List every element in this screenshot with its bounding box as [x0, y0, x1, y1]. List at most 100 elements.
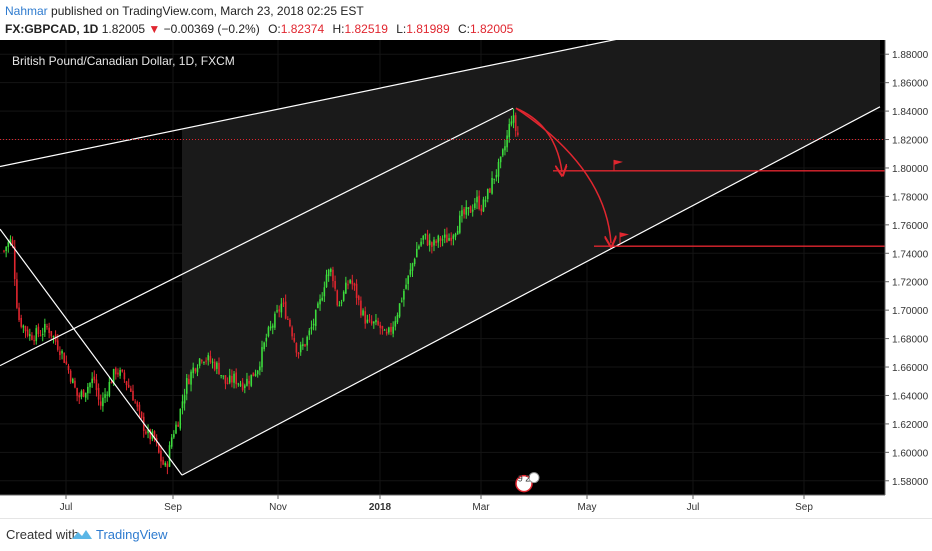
- candle-body: [26, 329, 29, 336]
- projection-arrow: [515, 107, 611, 243]
- candle-body: [22, 325, 25, 328]
- candle-body: [418, 246, 420, 249]
- published-info: Nahmar published on TradingView.com, Mar…: [5, 4, 364, 20]
- candle-body: [267, 327, 270, 337]
- candle-body: [218, 362, 220, 375]
- candle-body: [403, 290, 405, 300]
- flag-icon: [620, 232, 629, 238]
- candle-body: [78, 394, 81, 398]
- candle-body: [383, 329, 386, 331]
- candle-body: [491, 177, 493, 194]
- candle-body: [409, 269, 412, 275]
- candle-body: [502, 149, 504, 156]
- time-axis[interactable]: Jul Sep Nov 2018 Mar May Jul Sep: [60, 495, 814, 513]
- candle-body: [461, 210, 463, 217]
- candle-body: [3, 250, 5, 252]
- candle-body: [304, 344, 306, 347]
- tradingview-brand[interactable]: TradingView: [96, 527, 168, 542]
- candle-body: [201, 360, 203, 362]
- candle-body: [489, 188, 491, 193]
- candle-body: [390, 326, 392, 332]
- candle-body: [136, 402, 139, 407]
- chart-title: British Pound/Canadian Dollar, 1D, FXCM: [12, 54, 235, 68]
- candle-body: [317, 303, 319, 308]
- candle-body: [117, 372, 119, 375]
- candle-body: [480, 208, 483, 212]
- y-tick-label: 1.76000: [892, 221, 929, 232]
- candle-body: [170, 437, 173, 447]
- candle-body: [446, 234, 448, 243]
- x-tick-label: Mar: [472, 502, 490, 513]
- footer: Created with TradingView: [0, 518, 932, 551]
- close-value: 1.82005: [469, 22, 514, 36]
- candle-body: [183, 394, 186, 404]
- x-tick-label: Sep: [795, 502, 813, 513]
- candle-body: [428, 240, 431, 246]
- candle-body: [97, 387, 100, 400]
- y-tick-label: 1.70000: [892, 306, 929, 317]
- y-tick-label: 1.86000: [892, 79, 929, 90]
- candle-body: [147, 429, 149, 434]
- candle-body: [437, 235, 440, 243]
- price-axis[interactable]: 1.88000 1.86000 1.84000 1.82000 1.80000 1.780…: [885, 50, 929, 488]
- candle-body: [231, 375, 233, 383]
- candle-body: [508, 124, 511, 138]
- candle-body: [278, 309, 280, 312]
- author-link[interactable]: Nahmar: [5, 4, 48, 18]
- candle-body: [41, 333, 44, 335]
- candle-body: [377, 320, 379, 325]
- price-change: −0.00369 (−0.2%): [163, 22, 260, 36]
- x-tick-label: Nov: [269, 502, 287, 513]
- candle-body: [121, 369, 124, 372]
- candle-body: [411, 263, 414, 271]
- candle-body: [274, 313, 276, 328]
- candle-body: [366, 319, 369, 323]
- candle-body: [108, 382, 111, 397]
- candle-body: [379, 325, 382, 328]
- candle-body: [239, 384, 242, 386]
- y-tick-label: 1.60000: [892, 448, 929, 459]
- down-arrow-icon: ▼: [148, 22, 161, 36]
- candle-body: [349, 280, 351, 283]
- candle-body: [276, 310, 278, 312]
- candle-body: [465, 207, 468, 215]
- candle-body: [353, 283, 356, 286]
- tradingview-logo-icon: [72, 530, 92, 539]
- candle-body: [198, 358, 201, 366]
- candle-body: [499, 156, 502, 163]
- candle-body: [235, 372, 237, 385]
- candle-body: [69, 370, 72, 382]
- candle-body: [443, 234, 446, 238]
- candle-body: [332, 269, 334, 282]
- candle-body: [84, 392, 87, 398]
- candle-body: [35, 328, 38, 342]
- close-label: C:: [457, 22, 470, 36]
- candle-body: [291, 327, 293, 337]
- channel-lower: [181, 106, 881, 476]
- candle-body: [140, 411, 143, 418]
- candle-body: [439, 237, 442, 242]
- y-tick-label: 1.80000: [892, 164, 929, 175]
- candle-body: [237, 383, 240, 385]
- time-axis-bg: [0, 495, 885, 518]
- candle-body: [91, 378, 93, 384]
- candle-body: [5, 246, 7, 252]
- candle-body: [360, 300, 362, 316]
- candle-body: [287, 318, 289, 320]
- candle-body: [392, 326, 394, 334]
- candle-body: [459, 215, 461, 233]
- candle-body: [385, 331, 388, 334]
- candle-body: [319, 299, 321, 305]
- candle-body: [482, 199, 485, 212]
- candle-body: [46, 326, 48, 328]
- candle-body: [115, 368, 117, 375]
- candle-body: [168, 445, 171, 467]
- candle-body: [338, 305, 341, 307]
- candle-body: [441, 239, 444, 241]
- y-tick-label: 1.62000: [892, 420, 929, 431]
- price-chart[interactable]: 1.820051.798001.74500 British Pound/Cana…: [0, 40, 932, 518]
- high-label: H:: [332, 22, 345, 36]
- candle-body: [256, 370, 259, 375]
- candle-body: [289, 319, 291, 327]
- candle-body: [7, 242, 10, 248]
